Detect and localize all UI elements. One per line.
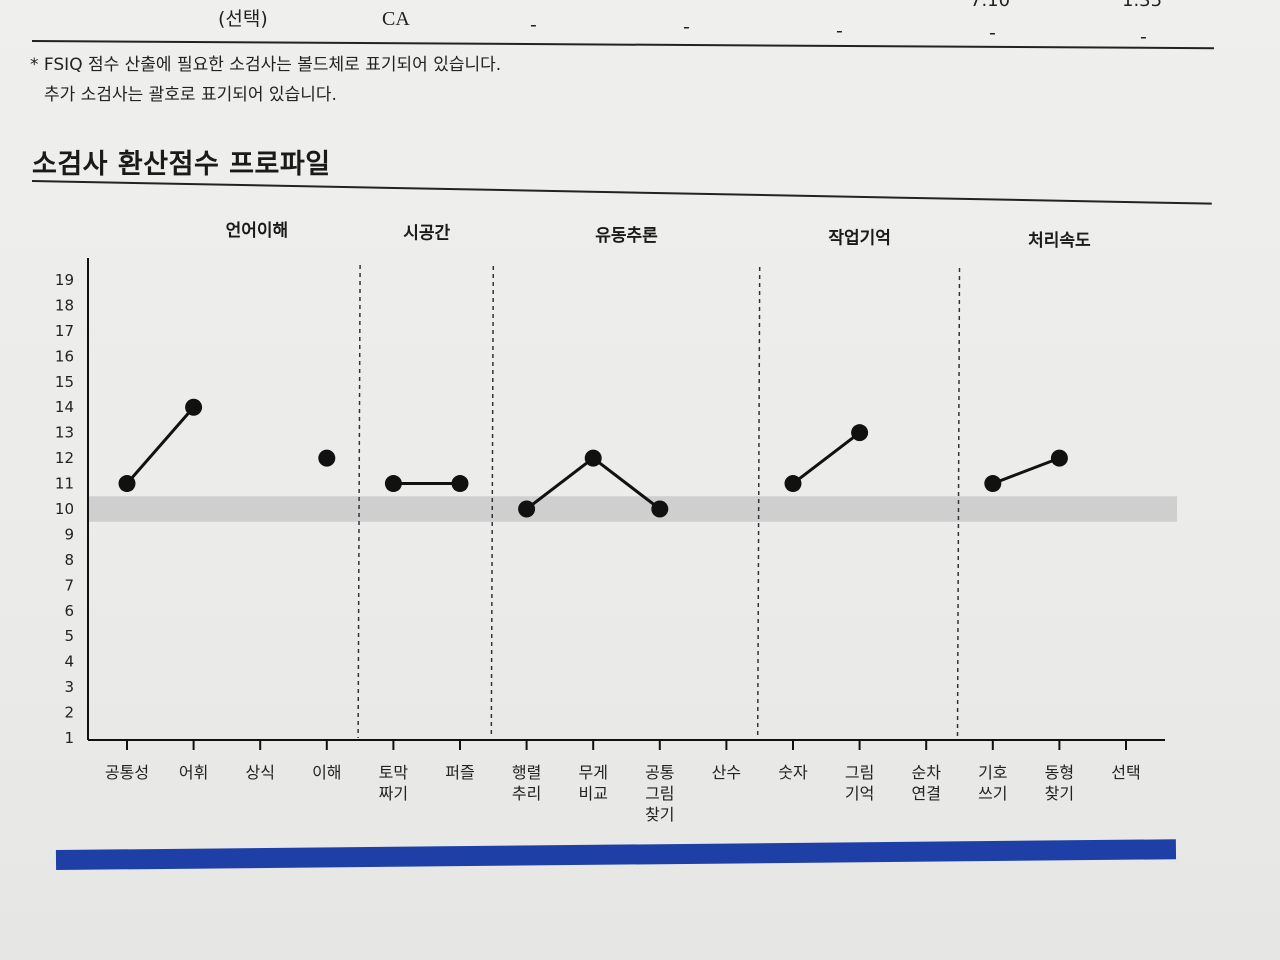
x-category-label: 쓰기 (978, 784, 1007, 803)
y-tick-label: 2 (64, 704, 74, 722)
x-category-label: 숫자 (778, 763, 808, 782)
x-category-label: 연결 (911, 784, 940, 803)
x-category-label: 공통 (645, 763, 674, 782)
x-category-label: 찾기 (645, 805, 674, 824)
x-category-label: 순차 (911, 763, 941, 782)
data-point (318, 449, 336, 467)
note-line-1: * FSIQ 점수 산출에 필요한 소검사는 볼드체로 표기되어 있습니다. (30, 55, 502, 75)
x-category-label: 짜기 (379, 784, 408, 803)
y-tick-label: 1 (64, 729, 74, 747)
x-category-label: 상식 (245, 763, 274, 782)
x-category-label: 선택 (1111, 763, 1140, 782)
data-point (651, 500, 669, 518)
x-category-label: 기억 (845, 784, 874, 803)
y-tick-label: 13 (55, 424, 74, 442)
ca-label: CA (382, 8, 410, 30)
y-tick-label: 8 (64, 551, 74, 569)
x-category-label: 그림 (845, 763, 874, 782)
series-segment (992, 456, 1060, 485)
x-category-label: 행렬 (512, 763, 541, 782)
y-tick-label: 19 (55, 271, 74, 289)
data-point (185, 398, 203, 416)
cut-value: 1.35 (1122, 0, 1163, 11)
data-point (518, 500, 536, 518)
y-tick-label: 15 (55, 373, 74, 391)
domain-separator (756, 266, 761, 739)
x-category-label: 토막 (379, 763, 409, 782)
domain-title: 유동추론 (595, 226, 658, 246)
x-category-label: 동형 (1045, 763, 1074, 782)
data-point (984, 475, 1002, 493)
domain-title: 처리속도 (1028, 231, 1091, 251)
score-table-bottom-row: (선택) CA - - - - - 7.10 1.35 (0, 0, 1280, 48)
x-category-label: 비교 (578, 784, 607, 803)
x-category-label: 그림 (645, 784, 674, 803)
x-category-label: 무게 (578, 763, 607, 782)
data-point (851, 424, 869, 442)
x-category-label: 이해 (312, 763, 341, 782)
dash-cell: - (1140, 26, 1147, 48)
y-tick-label: 3 (64, 678, 74, 696)
y-tick-label: 12 (55, 449, 74, 467)
x-category-label: 어휘 (179, 763, 208, 782)
domain-separator (490, 265, 495, 739)
dash-cell: - (683, 16, 690, 38)
x-category-label: 기호 (978, 763, 1007, 782)
y-tick-label: 6 (64, 602, 74, 620)
note-line-2: 추가 소검사는 괄호로 표기되어 있습니다. (44, 85, 337, 105)
y-tick-label: 9 (64, 525, 74, 543)
data-point (584, 449, 602, 467)
series-segment (592, 456, 661, 511)
y-tick-label: 14 (55, 398, 74, 416)
series-segment (792, 431, 861, 485)
dash-cell: - (989, 22, 996, 44)
domain-title: 시공간 (403, 224, 450, 244)
domain-separator (956, 267, 961, 739)
dash-cell: - (530, 14, 537, 36)
domain-title: 작업기억 (828, 229, 891, 249)
domain-title: 언어이해 (226, 221, 289, 241)
data-point (118, 475, 136, 493)
y-tick-label: 17 (55, 322, 74, 340)
y-tick-label: 11 (55, 475, 74, 493)
data-point (1050, 449, 1068, 467)
y-tick-label: 18 (55, 296, 74, 314)
domain-separator (357, 264, 361, 739)
dash-cell: - (836, 20, 843, 42)
y-tick-label: 10 (55, 500, 74, 518)
x-category-label: 공통성 (105, 763, 149, 782)
series-segment (125, 406, 195, 485)
data-point (451, 475, 469, 493)
y-tick-label: 5 (64, 627, 74, 645)
choice-label: (선택) (218, 8, 268, 30)
section-title: 소검사 환산점수 프로파일 (32, 149, 331, 180)
x-category-label: 산수 (712, 763, 741, 782)
data-point (784, 475, 802, 493)
cut-value: 7.10 (970, 0, 1011, 11)
x-category-label: 찾기 (1045, 784, 1074, 803)
y-tick-label: 4 (64, 653, 74, 671)
average-band (88, 496, 1177, 522)
y-tick-label: 16 (55, 347, 74, 365)
x-category-label: 추리 (512, 784, 541, 803)
y-tick-label: 7 (64, 576, 74, 594)
data-point (384, 475, 402, 493)
series-segment (525, 456, 595, 511)
x-category-label: 퍼즐 (445, 763, 474, 782)
